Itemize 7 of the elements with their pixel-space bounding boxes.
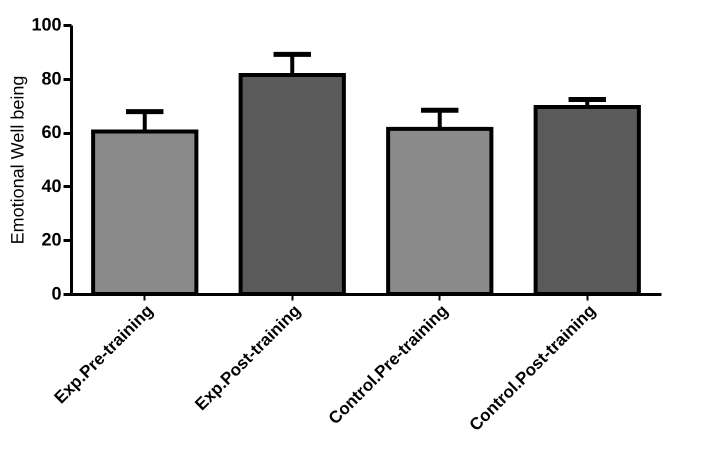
y-tick-label: 60 — [41, 122, 62, 142]
y-axis-title: Emotional Well being — [7, 76, 28, 244]
y-tick-label: 100 — [31, 14, 62, 34]
y-tick-label: 0 — [51, 284, 62, 304]
y-tick-label: 20 — [41, 230, 62, 250]
y-tick-label: 40 — [41, 176, 62, 196]
y-tick-label: 80 — [41, 68, 62, 88]
